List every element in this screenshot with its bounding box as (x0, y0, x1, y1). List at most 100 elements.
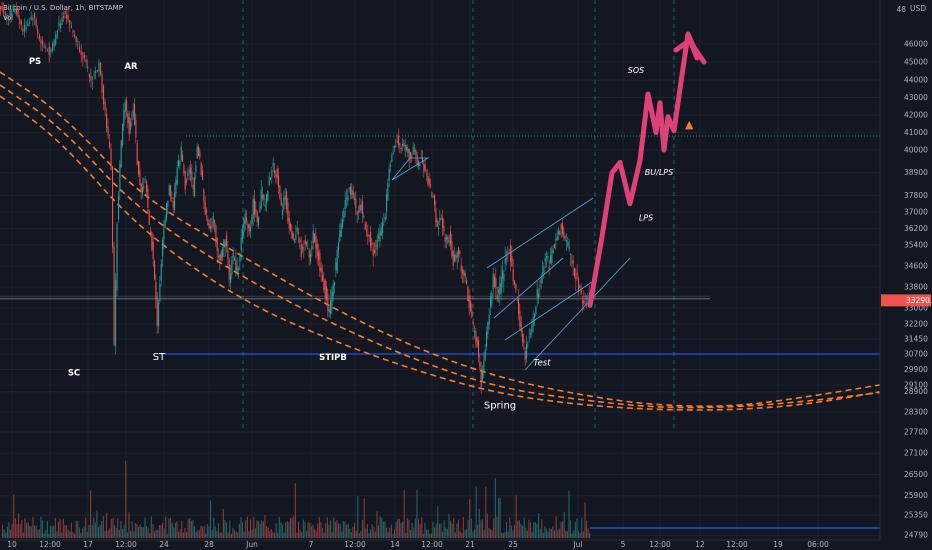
volume-bar (536, 524, 538, 538)
x-tick-label: 7 (309, 540, 314, 549)
candle-body (219, 254, 221, 260)
candle-body (566, 240, 568, 242)
volume-bar (381, 517, 383, 538)
candle-body (40, 38, 42, 44)
y-tick-label: 31450 (904, 335, 928, 344)
volume-bar (286, 521, 288, 538)
volume-bar (154, 531, 156, 538)
candle-body (206, 210, 208, 213)
candle-body (43, 46, 45, 48)
volume-bar (517, 521, 519, 538)
candle-body (210, 226, 212, 229)
candle-body (450, 231, 452, 245)
volume-bar (523, 517, 525, 538)
volume-bar (46, 520, 48, 538)
volume-bar (336, 520, 338, 538)
candle-body (512, 269, 514, 282)
volume-bar (118, 529, 120, 538)
volume-bar (571, 533, 573, 538)
candle-body (223, 239, 225, 249)
volume-bar (275, 523, 277, 538)
volume-bar (546, 528, 548, 538)
candle-body (85, 59, 87, 62)
candle-body (419, 163, 421, 166)
candle-body (140, 183, 142, 191)
candle-body (29, 22, 31, 24)
y-tick-label: 26500 (904, 470, 928, 479)
candle-body (427, 176, 429, 184)
candle-body (42, 40, 44, 46)
candle-body (98, 62, 100, 72)
symbol-title[interactable]: Bitcoin / U.S. Dollar, 1h, BITSTAMP (3, 4, 123, 12)
volume-bar (525, 527, 527, 538)
candle-body (395, 146, 397, 147)
candle-body (346, 197, 348, 200)
volume-bar (582, 531, 584, 538)
candle-body (155, 281, 157, 299)
candle-body (388, 168, 390, 181)
volume-bar (581, 517, 583, 538)
projection-arrowhead (673, 37, 700, 61)
volume-bar (88, 525, 90, 538)
candle-body (95, 70, 97, 74)
volume-bar (10, 529, 12, 538)
volume-bar (72, 532, 74, 538)
candle-body (174, 192, 176, 211)
candle-body (343, 210, 345, 219)
candle-body (262, 195, 264, 199)
volume-bar (245, 520, 247, 538)
volume-bar (490, 528, 492, 538)
volume-bar (240, 516, 242, 538)
volume-bar (202, 526, 204, 538)
candle-body (451, 241, 453, 257)
candle-body (391, 154, 393, 162)
candle-body (186, 180, 188, 183)
volume-bar (539, 529, 541, 538)
candle-body (156, 297, 158, 326)
candle-body (404, 144, 406, 150)
candle-body (323, 279, 325, 290)
candle-body (123, 110, 125, 127)
candle-body (35, 19, 37, 27)
candle-body (416, 154, 418, 166)
volume-bar (589, 532, 591, 538)
volume-bar (14, 518, 16, 538)
volume-bar (203, 525, 205, 538)
volume-bar (109, 528, 111, 538)
y-tick-label: 25900 (904, 491, 928, 500)
volume-bar (123, 525, 125, 538)
volume-bar (56, 531, 58, 538)
candle-body (563, 231, 565, 239)
x-tick-label: 17 (83, 540, 93, 549)
candle-body (303, 250, 305, 251)
volume-bar (128, 512, 130, 538)
candle-body (203, 189, 205, 203)
candle-body (4, 14, 6, 19)
y-tick-label: 29900 (904, 365, 928, 374)
volume-bar (406, 518, 408, 538)
candle-body (410, 152, 412, 159)
candle-body (326, 286, 328, 299)
candle-body (163, 228, 165, 240)
candle-body (188, 170, 190, 173)
current-price-label: 33290.56 (906, 296, 932, 305)
volume-bar (38, 529, 40, 538)
candle-body (554, 244, 556, 248)
candle-body (306, 241, 308, 245)
volume-bar (427, 530, 429, 538)
volume-bar (346, 524, 348, 538)
volume-bar (174, 523, 176, 538)
y-tick-label: 37000 (904, 208, 928, 217)
candle-body (231, 259, 233, 275)
volume-bar (464, 530, 466, 538)
candle-body (428, 178, 430, 186)
candle-body (208, 223, 210, 229)
volume-bar (82, 528, 84, 538)
volume-bar (19, 524, 21, 538)
candle-body (308, 250, 310, 258)
candle-body (506, 258, 508, 260)
candle-body (494, 276, 496, 287)
volume-bar (358, 533, 360, 538)
candle-body (136, 143, 138, 165)
